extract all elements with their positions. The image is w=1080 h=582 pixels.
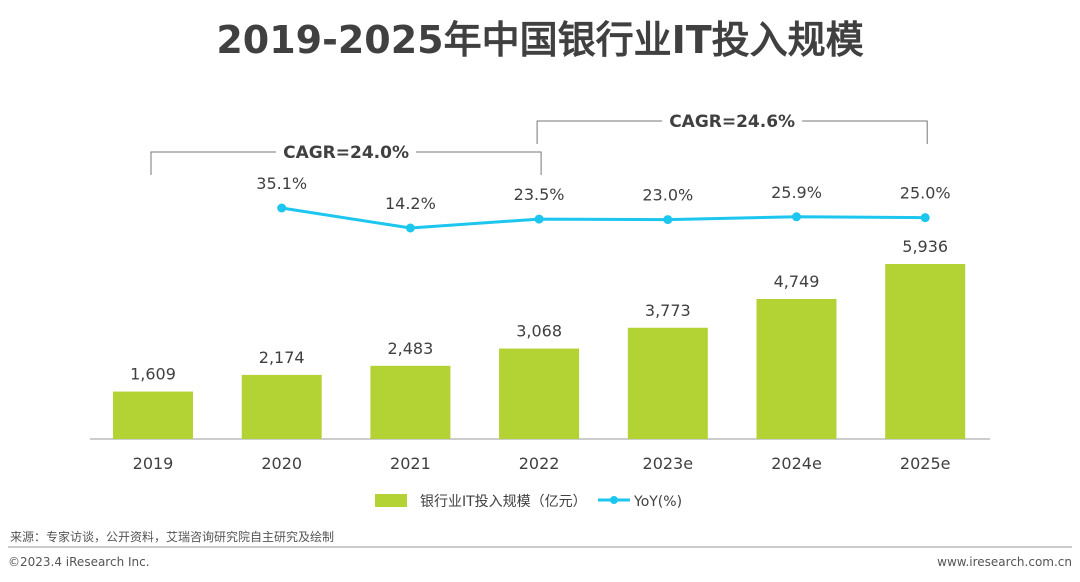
legend-bar-label: 银行业IT投入规模（亿元） [420, 494, 587, 510]
bar [370, 365, 451, 439]
x-tick-label: 2021 [390, 454, 431, 473]
x-tick-label: 2023e [643, 454, 694, 473]
bar-value-label: 4,749 [774, 272, 820, 291]
bar-value-label: 3,068 [516, 322, 562, 341]
yoy-point [792, 212, 801, 222]
x-tick-label: 2024e [771, 454, 822, 473]
cagr-label: CAGR=24.6% [669, 112, 795, 132]
yoy-label: 23.0% [642, 186, 693, 205]
bar [885, 264, 966, 439]
yoy-label: 23.5% [514, 185, 565, 204]
yoy-point [277, 203, 287, 213]
chart-title: 2019-2025年中国银行业IT投入规模 [216, 18, 863, 62]
yoy-label: 14.2% [385, 194, 436, 213]
cagr-bracket [536, 120, 928, 144]
bar-value-label: 3,773 [645, 301, 691, 320]
yoy-point [663, 215, 673, 225]
bar [241, 374, 322, 439]
bar [499, 348, 580, 439]
yoy-point [405, 223, 415, 233]
legend-line-label: YoY(%) [633, 494, 682, 510]
website: www.iresearch.com.cn [937, 555, 1072, 569]
legend-line-marker [610, 496, 618, 504]
x-tick-label: 2019 [133, 454, 174, 473]
copyright: ©2023.4 iResearch Inc. [8, 555, 150, 569]
bar-value-label: 1,609 [130, 365, 176, 384]
yoy-label: 25.9% [771, 183, 822, 202]
x-tick-label: 2025e [900, 454, 951, 473]
legend-bar-swatch [375, 494, 407, 507]
legend: 银行业IT投入规模（亿元） YoY(%) [375, 494, 682, 510]
bar [627, 327, 708, 439]
yoy-label: 35.1% [256, 174, 307, 193]
bar-value-label: 2,174 [259, 348, 305, 367]
bar [756, 298, 837, 439]
yoy-point [534, 214, 544, 224]
cagr-bracket [150, 151, 542, 175]
bar-value-label: 2,483 [387, 339, 433, 358]
bar [113, 391, 193, 439]
yoy-label: 25.0% [900, 184, 951, 203]
cagr-label: CAGR=24.0% [283, 143, 409, 163]
yoy-point [920, 213, 930, 223]
x-tick-label: 2022 [519, 454, 560, 473]
source-note: 来源：专家访谈，公开资料，艾瑞咨询研究院自主研究及绘制 [10, 529, 334, 544]
bar-value-label: 5,936 [902, 237, 948, 256]
x-tick-label: 2020 [261, 454, 302, 473]
yoy-line [281, 206, 926, 230]
